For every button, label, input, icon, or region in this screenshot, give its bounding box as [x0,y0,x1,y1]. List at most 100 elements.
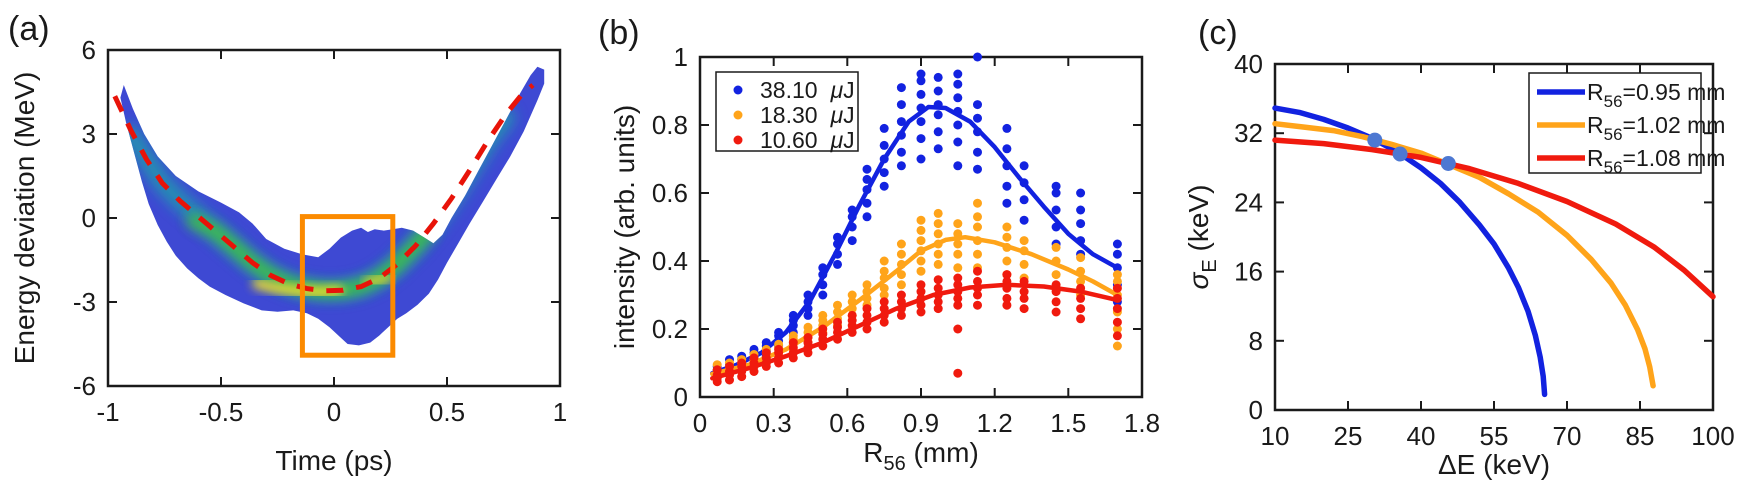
panel-c-label: (c) [1198,14,1238,52]
legend-marker-dot [733,135,743,145]
scatter-point [1019,195,1029,205]
scatter-point [896,147,906,157]
panel-b-intensity-vs-r56: 0 0.3 0.6 0.9 1.2 1.5 1.8 0 0.2 0.4 0.6 0.8 1 38.10 μJ… [652,42,1160,438]
scatter-point [737,358,747,368]
scatter-point [953,93,963,103]
scatter-point [774,344,784,354]
panel-a-longitudinal-phase-space: -1 -0.5 0 0.5 1 -6 -3 0 3 6 [73,35,567,427]
scatter-point [879,283,889,293]
panel-c-xlabel: ΔE (keV) [1438,449,1550,480]
scatter-point [818,290,828,300]
scatter-point [973,164,982,174]
scatter-point [1112,317,1122,327]
scatter-point [896,100,906,110]
x-tick-label: 0.6 [829,408,865,438]
y-tick-label: 16 [1234,257,1263,287]
scatter-point [1112,283,1122,293]
y-tick-label: -6 [73,371,96,401]
scatter-point [847,290,857,300]
scatter-point [725,361,734,371]
scatter-point [933,127,943,137]
x-tick-label: -0.5 [199,397,244,427]
highlight-region-box [299,214,396,358]
scatter-point [788,331,798,341]
y-tick-label: 3 [82,119,96,149]
scatter-point [953,239,963,249]
scatter-point [1112,249,1122,259]
scatter-point [879,181,889,191]
y-tick-label: 6 [82,35,96,65]
series-1-curve [1272,120,1656,389]
y-tick-label: 0 [82,203,96,233]
scatter-point [1076,188,1086,198]
scatter-point [712,365,722,375]
scatter-point [953,219,963,229]
scatter-point [862,324,872,334]
scatter-point [973,276,982,286]
scatter-point [1002,144,1012,154]
scatter-point [1002,222,1012,232]
x-tick-label: 0 [693,408,707,438]
scatter-point [1051,242,1061,252]
scatter-point [896,161,906,171]
x-tick-label: 0.9 [903,408,939,438]
scatter-point [916,76,926,86]
scatter-point [879,168,889,178]
scatter-point [862,280,872,290]
scatter-point [879,123,889,133]
intersection-marker-dot [1367,132,1383,148]
x-tick-label: 70 [1553,421,1582,451]
x-tick-label: 100 [1691,421,1734,451]
y-tick-label: 0.8 [652,110,688,140]
series-2-curve [1272,137,1716,300]
scatter-point [953,368,963,378]
scatter-point [862,164,872,174]
scatter-point [879,140,889,150]
scatter-point [1112,304,1122,314]
panel-a-label: (a) [8,10,50,48]
scatter-point [933,208,943,218]
scatter-point [862,212,872,222]
x-tick-label: 40 [1407,421,1436,451]
scatter-point [1051,270,1061,280]
scatter-point [916,266,926,276]
y-tick-label: 0.6 [652,178,688,208]
scatter-point [847,236,857,246]
scatter-point [833,317,842,327]
scatter-point [1076,276,1086,286]
scatter-point [818,310,828,320]
scatter-point [916,280,926,290]
scatter-point [1076,314,1086,324]
x-tick-label: 85 [1626,421,1655,451]
scatter-point [973,147,982,157]
panel-b-xlabel: R56 (mm) [863,437,979,475]
scatter-point [1076,219,1086,229]
scatter-point [933,86,943,96]
x-tick-label: 0.5 [429,397,465,427]
scatter-point [973,300,982,310]
panel-b-label: (b) [598,14,640,52]
scatter-point [953,161,963,171]
scatter-point [1076,293,1086,303]
scatter-point [916,117,926,127]
scatter-point [973,113,982,123]
scatter-point [896,280,906,290]
scatter-point [973,266,982,276]
scatter-point [788,338,798,348]
scatter-point [933,297,943,307]
intersection-marker-dot [1440,156,1456,171]
scatter-point [749,353,759,363]
y-tick-label: 0 [1249,395,1263,425]
y-tick-label: 0.4 [652,246,688,276]
scatter-point [973,198,982,208]
scatter-point [833,300,842,310]
scatter-point [1051,307,1061,317]
scatter-point [973,100,982,110]
scatter-point [916,134,926,144]
scatter-point [1112,276,1122,286]
panel-c-ylabel: σE (keV) [1183,185,1221,290]
y-tick-label: 0 [674,382,688,412]
scatter-point [879,266,889,276]
x-tick-label: 25 [1334,421,1363,451]
